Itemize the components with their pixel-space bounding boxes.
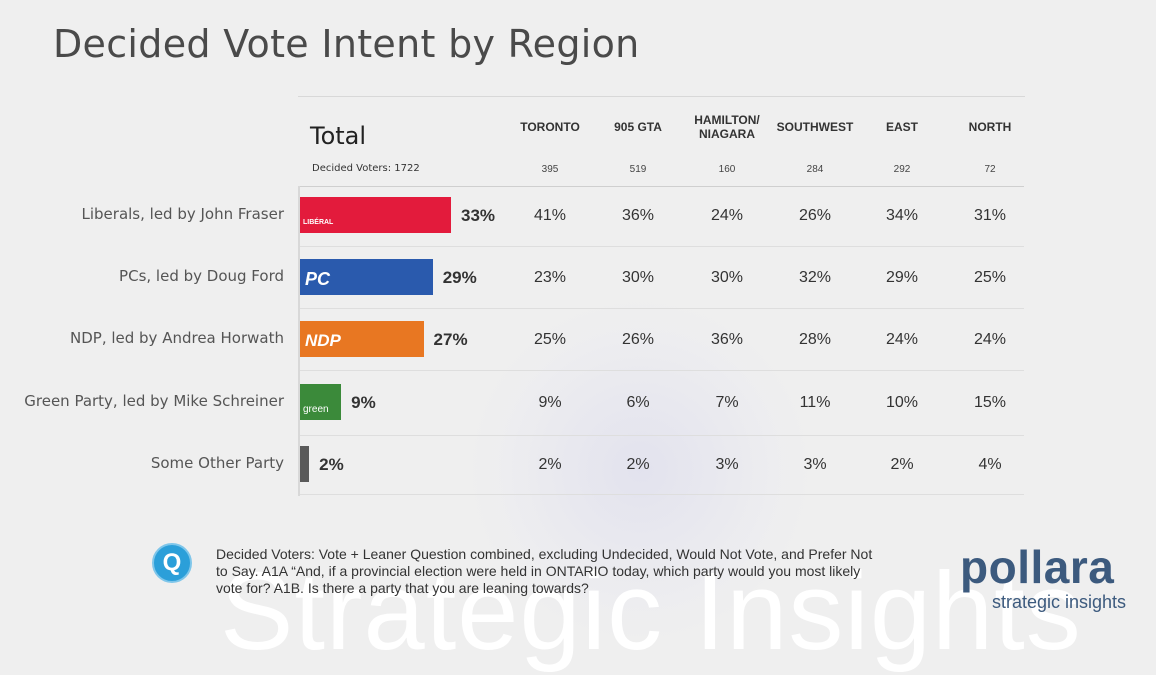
column-header-line: TORONTO (520, 120, 580, 134)
region-value-cell: 30% (621, 269, 655, 286)
region-value-cell: 25% (973, 269, 1007, 286)
region-value-cell: 36% (621, 207, 655, 224)
column-header-5: NORTH (945, 120, 1035, 134)
column-header-3: SOUTHWEST (770, 120, 860, 134)
total-bar (300, 446, 310, 482)
party-logo-icon: LIBÉRAL (303, 219, 334, 226)
total-bar: PC (300, 259, 433, 295)
region-value-cell: 10% (885, 394, 919, 411)
column-sample-size: 395 (541, 164, 559, 175)
column-sample-size: 72 (984, 164, 996, 175)
region-value-cell: 3% (715, 456, 739, 473)
column-header-line: 905 GTA (614, 120, 662, 134)
background-watermark-circle (470, 300, 810, 640)
row-separator (300, 186, 1024, 187)
column-header-4: EAST (857, 120, 947, 134)
region-value-cell: 30% (710, 269, 744, 286)
pollara-logo: pollara strategic insights (960, 540, 1146, 620)
region-value-cell: 26% (798, 207, 832, 224)
region-value-cell: 26% (621, 331, 655, 348)
region-value-cell: 36% (710, 331, 744, 348)
table-top-rule (298, 96, 1025, 97)
region-value-cell: 4% (978, 456, 1002, 473)
column-header-line: NORTH (968, 120, 1012, 134)
column-header-line: SOUTHWEST (776, 120, 854, 134)
region-value-cell: 29% (885, 269, 919, 286)
party-row-label: Green Party, led by Mike Schreiner (24, 392, 284, 410)
bar-axis (298, 186, 300, 496)
region-value-cell: 24% (710, 207, 744, 224)
question-footnote: Decided Voters: Vote + Leaner Question c… (216, 546, 873, 596)
party-row-label: Liberals, led by John Fraser (81, 205, 285, 223)
column-header-1: 905 GTA (593, 120, 683, 134)
column-sample-size: 284 (806, 164, 824, 175)
column-sample-size: 292 (893, 164, 911, 175)
region-value-cell: 41% (533, 207, 567, 224)
decided-voters-count: Decided Voters: 1722 (312, 163, 420, 174)
column-header-2: HAMILTON/NIAGARA (682, 113, 772, 141)
total-bar-label: 27% (433, 330, 468, 349)
party-row-label: PCs, led by Doug Ford (119, 267, 284, 285)
party-row-label: NDP, led by Andrea Horwath (70, 329, 284, 347)
region-value-cell: 25% (533, 331, 567, 348)
total-bar: NDP (300, 321, 424, 357)
row-separator (300, 435, 1024, 436)
column-header-0: TORONTO (505, 120, 595, 134)
party-logo-icon: green (303, 404, 329, 415)
brand-tagline: strategic insights (992, 592, 1127, 612)
region-value-cell: 9% (538, 394, 562, 411)
row-separator (300, 308, 1024, 309)
region-value-cell: 6% (626, 394, 650, 411)
region-value-cell: 32% (798, 269, 832, 286)
total-bar-label: 29% (442, 268, 477, 287)
region-value-cell: 2% (890, 456, 914, 473)
region-value-cell: 15% (973, 394, 1007, 411)
region-value-cell: 34% (885, 207, 919, 224)
total-bar-label: 33% (461, 206, 496, 225)
total-bar: LIBÉRAL (300, 197, 451, 233)
region-value-cell: 3% (803, 456, 827, 473)
row-separator (300, 246, 1024, 247)
region-value-cell: 31% (973, 207, 1007, 224)
page-title: Decided Vote Intent by Region (53, 22, 640, 66)
brand-name: pollara (960, 541, 1115, 593)
row-separator (300, 370, 1024, 371)
region-value-cell: 28% (798, 331, 832, 348)
total-bar-label: 9% (351, 393, 376, 412)
region-value-cell: 2% (626, 456, 650, 473)
region-value-cell: 23% (533, 269, 567, 286)
region-value-cell: 24% (885, 331, 919, 348)
column-header-line: HAMILTON/ (694, 113, 760, 127)
party-logo-icon: PC (305, 269, 331, 289)
region-value-cell: 7% (715, 394, 739, 411)
column-header-line: EAST (885, 120, 918, 134)
row-separator (300, 494, 1024, 495)
total-bar-label: 2% (319, 455, 344, 474)
party-row-label: Some Other Party (150, 454, 284, 472)
question-icon: Q (152, 543, 192, 583)
total-bar: green (300, 384, 342, 420)
region-value-cell: 2% (538, 456, 562, 473)
column-sample-size: 160 (718, 164, 736, 175)
column-sample-size: 519 (629, 164, 647, 175)
region-value-cell: 24% (973, 331, 1007, 348)
total-column-label: Total (310, 122, 367, 150)
column-header-line: NIAGARA (699, 127, 755, 141)
region-value-cell: 11% (799, 394, 831, 411)
party-logo-icon: NDP (305, 331, 341, 350)
